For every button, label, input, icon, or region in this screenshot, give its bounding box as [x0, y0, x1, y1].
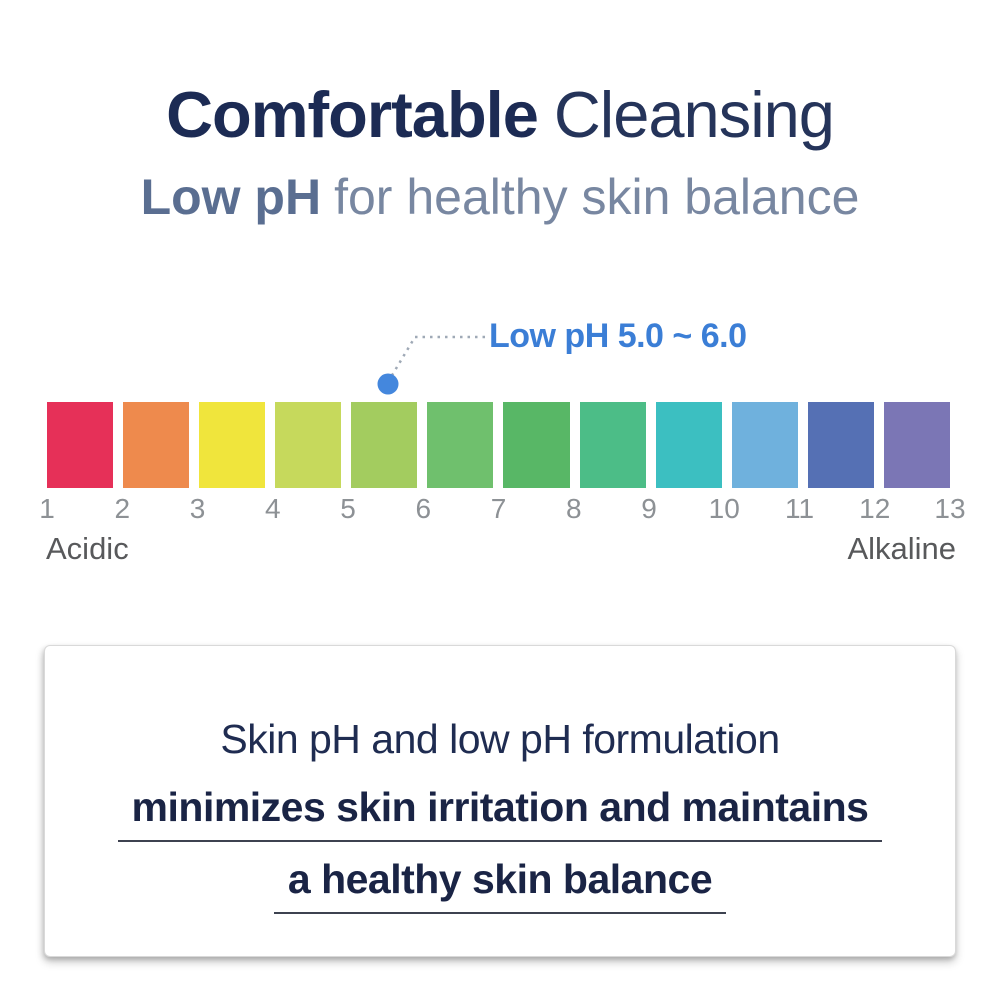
info-line-2-text: minimizes skin irritation and maintains	[117, 784, 883, 842]
annotation-leader	[377, 335, 487, 395]
page-subtitle: Low pH for healthy skin balance	[0, 168, 1000, 239]
ph-tick-3: 3	[189, 493, 206, 524]
title-rest: Cleansing	[553, 78, 835, 151]
ph-cell-6	[427, 402, 494, 488]
subtitle-emphasis: Low pH	[140, 169, 322, 225]
ph-cell-2	[123, 402, 190, 488]
ph-tick-8: 8	[565, 493, 582, 524]
leader-line	[386, 335, 487, 383]
ph-tick-9: 9	[641, 493, 657, 524]
ph-tick-4: 4	[264, 493, 281, 524]
acidic-label: Acidic	[46, 531, 129, 566]
ph-marker-dot	[377, 373, 399, 395]
ph-cell-3	[199, 402, 266, 488]
alkaline-label: Alkaline	[847, 531, 956, 566]
ph-tick-2: 2	[114, 493, 131, 524]
annotation-label: Low pH 5.0 ~ 6.0	[489, 317, 747, 355]
title-emphasis: Comfortable	[166, 78, 539, 151]
ph-tick-10: 10	[708, 493, 740, 524]
ph-tick-11: 11	[784, 493, 815, 524]
ph-cell-9	[655, 402, 722, 488]
ph-cell-8	[579, 402, 646, 488]
info-line-3-text: a healthy skin balance	[273, 856, 727, 914]
subtitle-rest: for healthy skin balance	[334, 169, 860, 225]
page-title: Comfortable Cleansing	[0, 80, 1000, 168]
info-line-2: minimizes skin irritation and maintains	[45, 784, 955, 842]
info-line-3: a healthy skin balance	[45, 856, 955, 914]
info-line-1: Skin pH and low pH formulation	[220, 716, 780, 762]
ph-tick-12: 12	[859, 493, 891, 524]
ph-color-scale	[47, 402, 950, 488]
ph-tick-13: 13	[934, 493, 966, 524]
ph-cell-7	[503, 402, 570, 488]
ph-tick-6: 6	[415, 493, 432, 524]
ph-cell-10	[731, 402, 798, 488]
ph-cell-11	[807, 402, 874, 488]
info-box: Skin pH and low pH formulation minimizes…	[44, 645, 956, 957]
ph-tick-row: 1 2 3 4 5 6 7 8 9 10 11 12 13	[39, 493, 965, 524]
ph-tick-5: 5	[340, 493, 356, 524]
ph-tick-1: 1	[39, 493, 55, 524]
ph-cell-12	[883, 402, 950, 488]
ph-tick-7: 7	[490, 493, 507, 524]
ph-cell-5	[351, 402, 418, 488]
ph-cell-4	[275, 402, 342, 488]
ph-cell-1	[47, 402, 114, 488]
